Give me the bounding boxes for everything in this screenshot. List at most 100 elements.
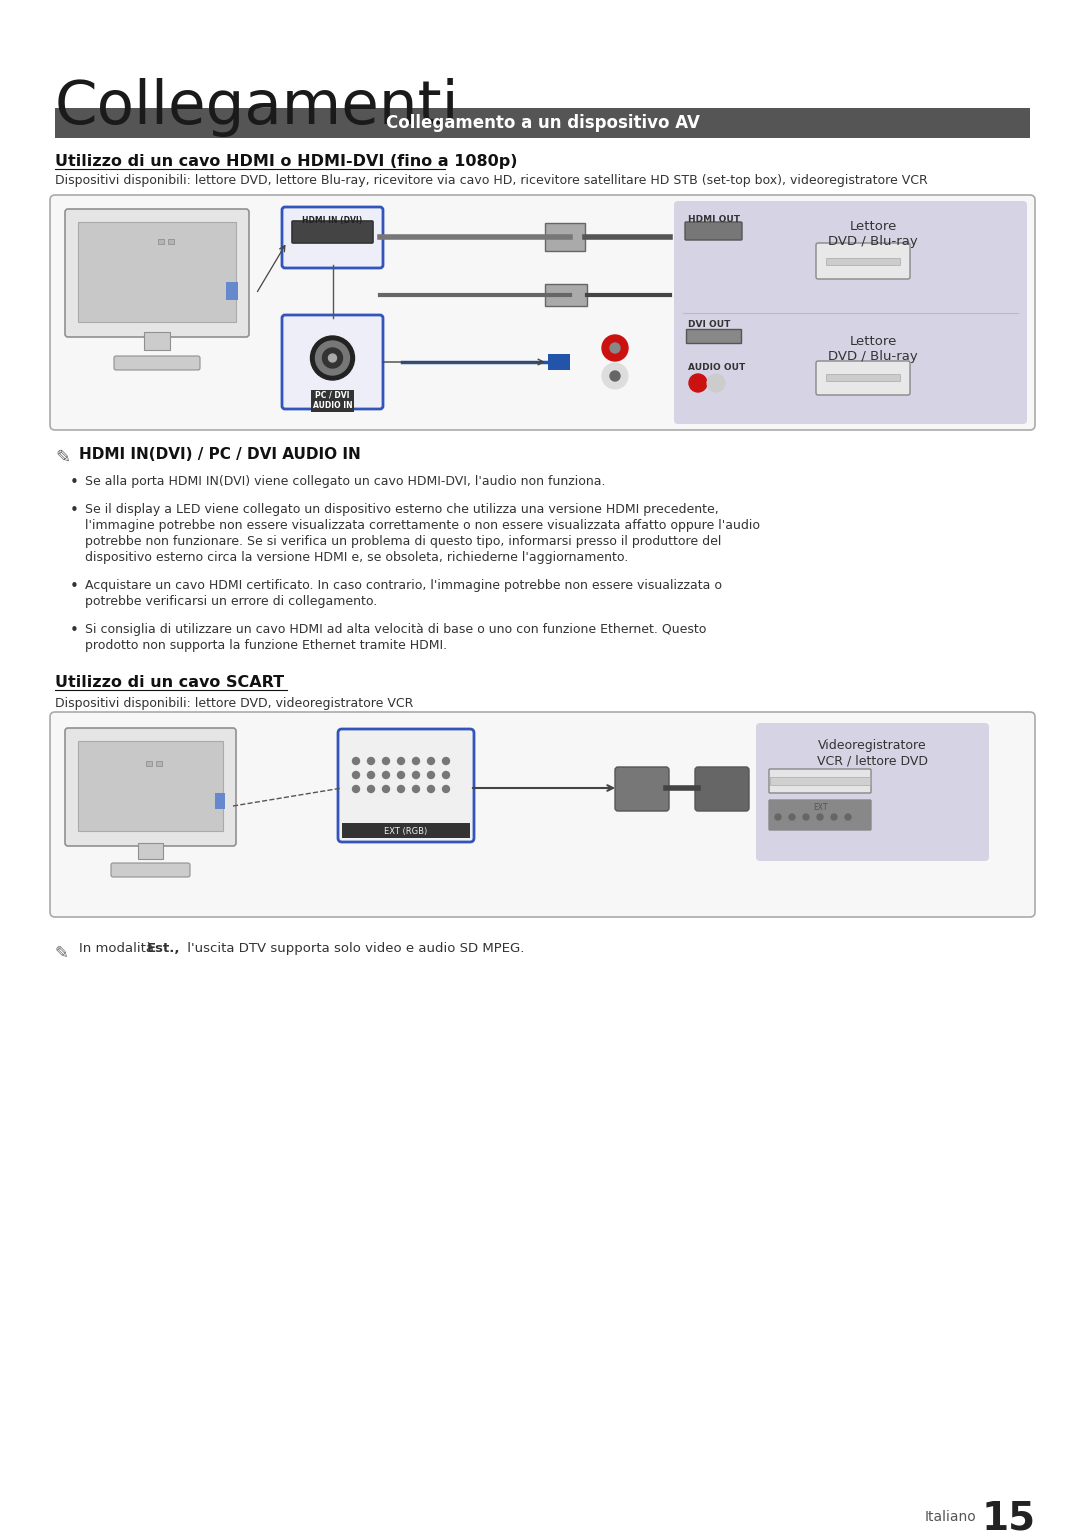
Bar <box>144 331 170 350</box>
Text: EXT: EXT <box>813 802 827 811</box>
Bar <box>215 793 225 808</box>
Text: l'immagine potrebbe non essere visualizzata correttamente o non essere visualizz: l'immagine potrebbe non essere visualizz… <box>85 518 760 532</box>
Text: Utilizzo di un cavo HDMI o HDMI-DVI (fino a 1080p): Utilizzo di un cavo HDMI o HDMI-DVI (fin… <box>55 153 517 169</box>
Circle shape <box>831 815 837 821</box>
Circle shape <box>602 364 627 390</box>
Bar <box>342 824 470 838</box>
Text: Collegamenti: Collegamenti <box>55 78 460 137</box>
Circle shape <box>443 758 449 764</box>
FancyBboxPatch shape <box>338 729 474 842</box>
FancyBboxPatch shape <box>696 767 750 811</box>
Text: Est.,: Est., <box>147 942 180 956</box>
FancyBboxPatch shape <box>282 207 383 268</box>
FancyBboxPatch shape <box>685 222 742 239</box>
Bar <box>78 741 222 831</box>
Bar <box>826 374 900 380</box>
Bar <box>826 258 900 265</box>
Circle shape <box>352 758 360 764</box>
Bar <box>78 222 237 322</box>
Text: Videoregistratore
VCR / lettore DVD: Videoregistratore VCR / lettore DVD <box>816 739 928 767</box>
Text: 15: 15 <box>982 1500 1036 1534</box>
Text: HDMI OUT: HDMI OUT <box>688 215 740 224</box>
Text: •: • <box>70 623 79 638</box>
FancyBboxPatch shape <box>65 209 249 337</box>
Text: •: • <box>70 476 79 489</box>
Bar <box>548 354 570 370</box>
Text: DVI OUT: DVI OUT <box>688 321 730 328</box>
Text: HDMI IN (DVI): HDMI IN (DVI) <box>302 216 363 225</box>
FancyBboxPatch shape <box>816 360 910 394</box>
Text: HDMI IN(DVI) / PC / DVI AUDIO IN: HDMI IN(DVI) / PC / DVI AUDIO IN <box>79 446 361 462</box>
Circle shape <box>382 758 390 764</box>
Circle shape <box>845 815 851 821</box>
Text: EXT (RGB): EXT (RGB) <box>384 827 428 836</box>
Bar <box>55 107 1030 138</box>
Circle shape <box>352 772 360 778</box>
Circle shape <box>413 785 419 793</box>
Text: Se alla porta HDMI IN(DVI) viene collegato un cavo HDMI-DVI, l'audio non funzion: Se alla porta HDMI IN(DVI) viene collega… <box>85 476 606 488</box>
Circle shape <box>367 785 375 793</box>
Circle shape <box>352 785 360 793</box>
Bar <box>686 328 741 344</box>
Text: Acquistare un cavo HDMI certificato. In caso contrario, l'immagine potrebbe non : Acquistare un cavo HDMI certificato. In … <box>85 578 723 592</box>
Bar <box>168 239 174 244</box>
FancyBboxPatch shape <box>674 201 1027 423</box>
Text: Italiano: Italiano <box>924 1509 976 1523</box>
Circle shape <box>816 815 823 821</box>
FancyBboxPatch shape <box>769 801 870 830</box>
Text: Lettore
DVD / Blu-ray: Lettore DVD / Blu-ray <box>828 334 918 364</box>
Text: ✎: ✎ <box>55 943 69 962</box>
FancyBboxPatch shape <box>816 242 910 279</box>
FancyBboxPatch shape <box>615 767 669 811</box>
Text: PC / DVI
AUDIO IN: PC / DVI AUDIO IN <box>313 391 352 411</box>
Text: •: • <box>70 503 79 518</box>
Text: prodotto non supporta la funzione Ethernet tramite HDMI.: prodotto non supporta la funzione Ethern… <box>85 640 447 652</box>
Text: Se il display a LED viene collegato un dispositivo esterno che utilizza una vers: Se il display a LED viene collegato un d… <box>85 503 719 515</box>
Circle shape <box>804 815 809 821</box>
Text: l'uscita DTV supporta solo video e audio SD MPEG.: l'uscita DTV supporta solo video e audio… <box>183 942 525 956</box>
Circle shape <box>689 374 707 393</box>
Circle shape <box>610 371 620 380</box>
Text: potrebbe verificarsi un errore di collegamento.: potrebbe verificarsi un errore di colleg… <box>85 595 377 607</box>
Text: AUDIO OUT: AUDIO OUT <box>688 364 745 373</box>
Text: Si consiglia di utilizzare un cavo HDMI ad alta velocità di base o uno con funzi: Si consiglia di utilizzare un cavo HDMI … <box>85 623 706 637</box>
Circle shape <box>707 374 725 393</box>
FancyBboxPatch shape <box>282 314 383 410</box>
FancyBboxPatch shape <box>769 769 870 793</box>
Circle shape <box>428 785 434 793</box>
Circle shape <box>413 772 419 778</box>
Circle shape <box>413 758 419 764</box>
Bar <box>226 282 238 301</box>
FancyBboxPatch shape <box>292 221 373 242</box>
Circle shape <box>397 785 405 793</box>
Bar <box>545 222 585 252</box>
Circle shape <box>602 334 627 360</box>
Circle shape <box>428 772 434 778</box>
Bar <box>770 778 870 785</box>
Bar <box>138 844 163 859</box>
Circle shape <box>328 354 337 362</box>
Circle shape <box>315 341 350 374</box>
FancyBboxPatch shape <box>50 195 1035 430</box>
Text: Collegamento a un dispositivo AV: Collegamento a un dispositivo AV <box>386 114 700 132</box>
Circle shape <box>397 772 405 778</box>
Text: Lettore
DVD / Blu-ray: Lettore DVD / Blu-ray <box>828 219 918 249</box>
Circle shape <box>443 772 449 778</box>
Circle shape <box>789 815 795 821</box>
Circle shape <box>367 772 375 778</box>
Bar <box>158 239 164 244</box>
Bar <box>545 284 588 305</box>
Text: •: • <box>70 578 79 594</box>
Circle shape <box>397 758 405 764</box>
Circle shape <box>610 344 620 353</box>
Text: ✎: ✎ <box>55 449 70 466</box>
Bar <box>146 761 152 765</box>
Text: In modalità: In modalità <box>79 942 159 956</box>
Circle shape <box>382 785 390 793</box>
Bar <box>156 761 162 765</box>
FancyBboxPatch shape <box>756 723 989 861</box>
FancyBboxPatch shape <box>114 356 200 370</box>
FancyBboxPatch shape <box>50 712 1035 917</box>
FancyBboxPatch shape <box>65 729 237 845</box>
Text: dispositivo esterno circa la versione HDMI e, se obsoleta, richiederne l'aggiorn: dispositivo esterno circa la versione HD… <box>85 551 629 565</box>
